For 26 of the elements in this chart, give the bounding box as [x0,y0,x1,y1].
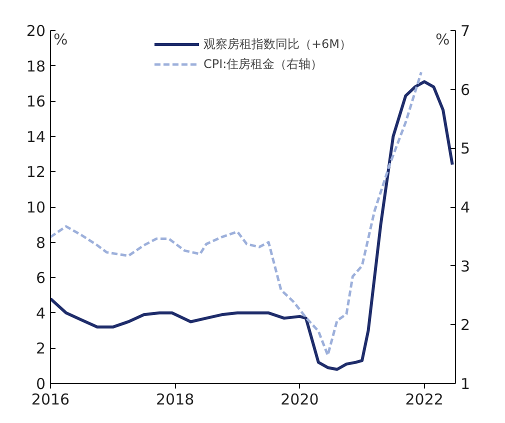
y-tick-label: 8 [36,234,46,252]
y2-tick-label: 4 [460,198,470,216]
legend-label: CPI:住房租金（右轴） [203,56,323,72]
y2-axis-title: % [436,30,450,48]
y2-tick-label: 6 [460,80,470,99]
y-axis-title: % [54,30,68,48]
y2-tick-label: 3 [460,257,470,276]
y-tick-label: 14 [26,128,46,146]
y-tick-label: 20 [26,22,46,40]
y-tick-label: 18 [26,57,46,76]
x-tick-label: 2018 [156,390,194,408]
y-tick-label: 6 [36,269,46,288]
y2-tick-label: 5 [460,140,470,158]
y2-tick-label: 2 [460,316,470,334]
y-tick-label: 12 [26,163,46,182]
x-tick-label: 2022 [405,390,444,408]
x-tick-label: 2020 [280,390,319,408]
y-tick-label: 10 [26,198,46,216]
x-tick-label: 2016 [31,390,70,408]
y-tick-label: 4 [36,304,46,322]
legend-label: 观察房租指数同比（+6M） [203,36,352,52]
y-tick-label: 16 [26,92,46,111]
y-tick-label: 2 [36,340,46,358]
y2-tick-label: 7 [460,22,470,40]
y-tick-label: 0 [36,375,46,393]
y2-tick-label: 1 [460,375,470,393]
